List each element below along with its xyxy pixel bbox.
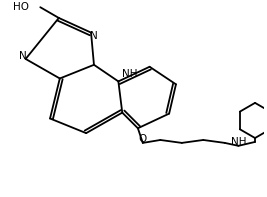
Text: N: N [90, 31, 98, 41]
Text: HO: HO [13, 2, 29, 12]
Text: N: N [19, 51, 27, 61]
Text: O: O [139, 134, 147, 144]
Text: NH: NH [122, 69, 138, 79]
Text: NH: NH [231, 137, 246, 147]
